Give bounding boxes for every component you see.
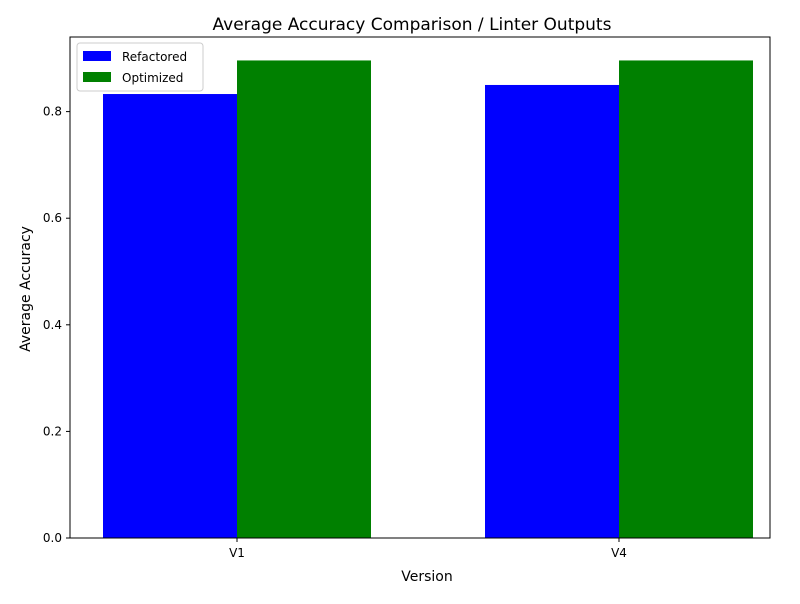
bar-optimized-v4 [619, 60, 753, 539]
axes-frame [69, 36, 771, 539]
x-tick-label: V1 [229, 546, 245, 560]
legend-swatch-optimized [83, 72, 111, 82]
legend-swatch-refactored [83, 51, 111, 61]
y-tick-label: 0.0 [43, 531, 62, 545]
bar-refactored-v4 [485, 84, 619, 539]
bar-optimized-v1 [237, 60, 371, 539]
plot-area: 0.0 0.2 0.4 0.6 0.8 V1 V4 [43, 36, 771, 560]
legend-label-optimized: Optimized [122, 71, 183, 85]
y-tick-label: 0.2 [43, 424, 62, 438]
chart-title: Average Accuracy Comparison / Linter Out… [213, 15, 612, 35]
y-tick-label: 0.8 [43, 105, 62, 119]
y-tick-label: 0.6 [43, 211, 62, 225]
y-axis-label: Average Accuracy [18, 226, 34, 352]
x-tick-label: V4 [611, 546, 627, 560]
legend-label-refactored: Refactored [122, 50, 187, 64]
bar-refactored-v1 [103, 94, 237, 539]
y-tick-label: 0.4 [43, 318, 62, 332]
legend: Refactored Optimized [76, 42, 204, 92]
x-axis-label: Version [401, 569, 452, 585]
